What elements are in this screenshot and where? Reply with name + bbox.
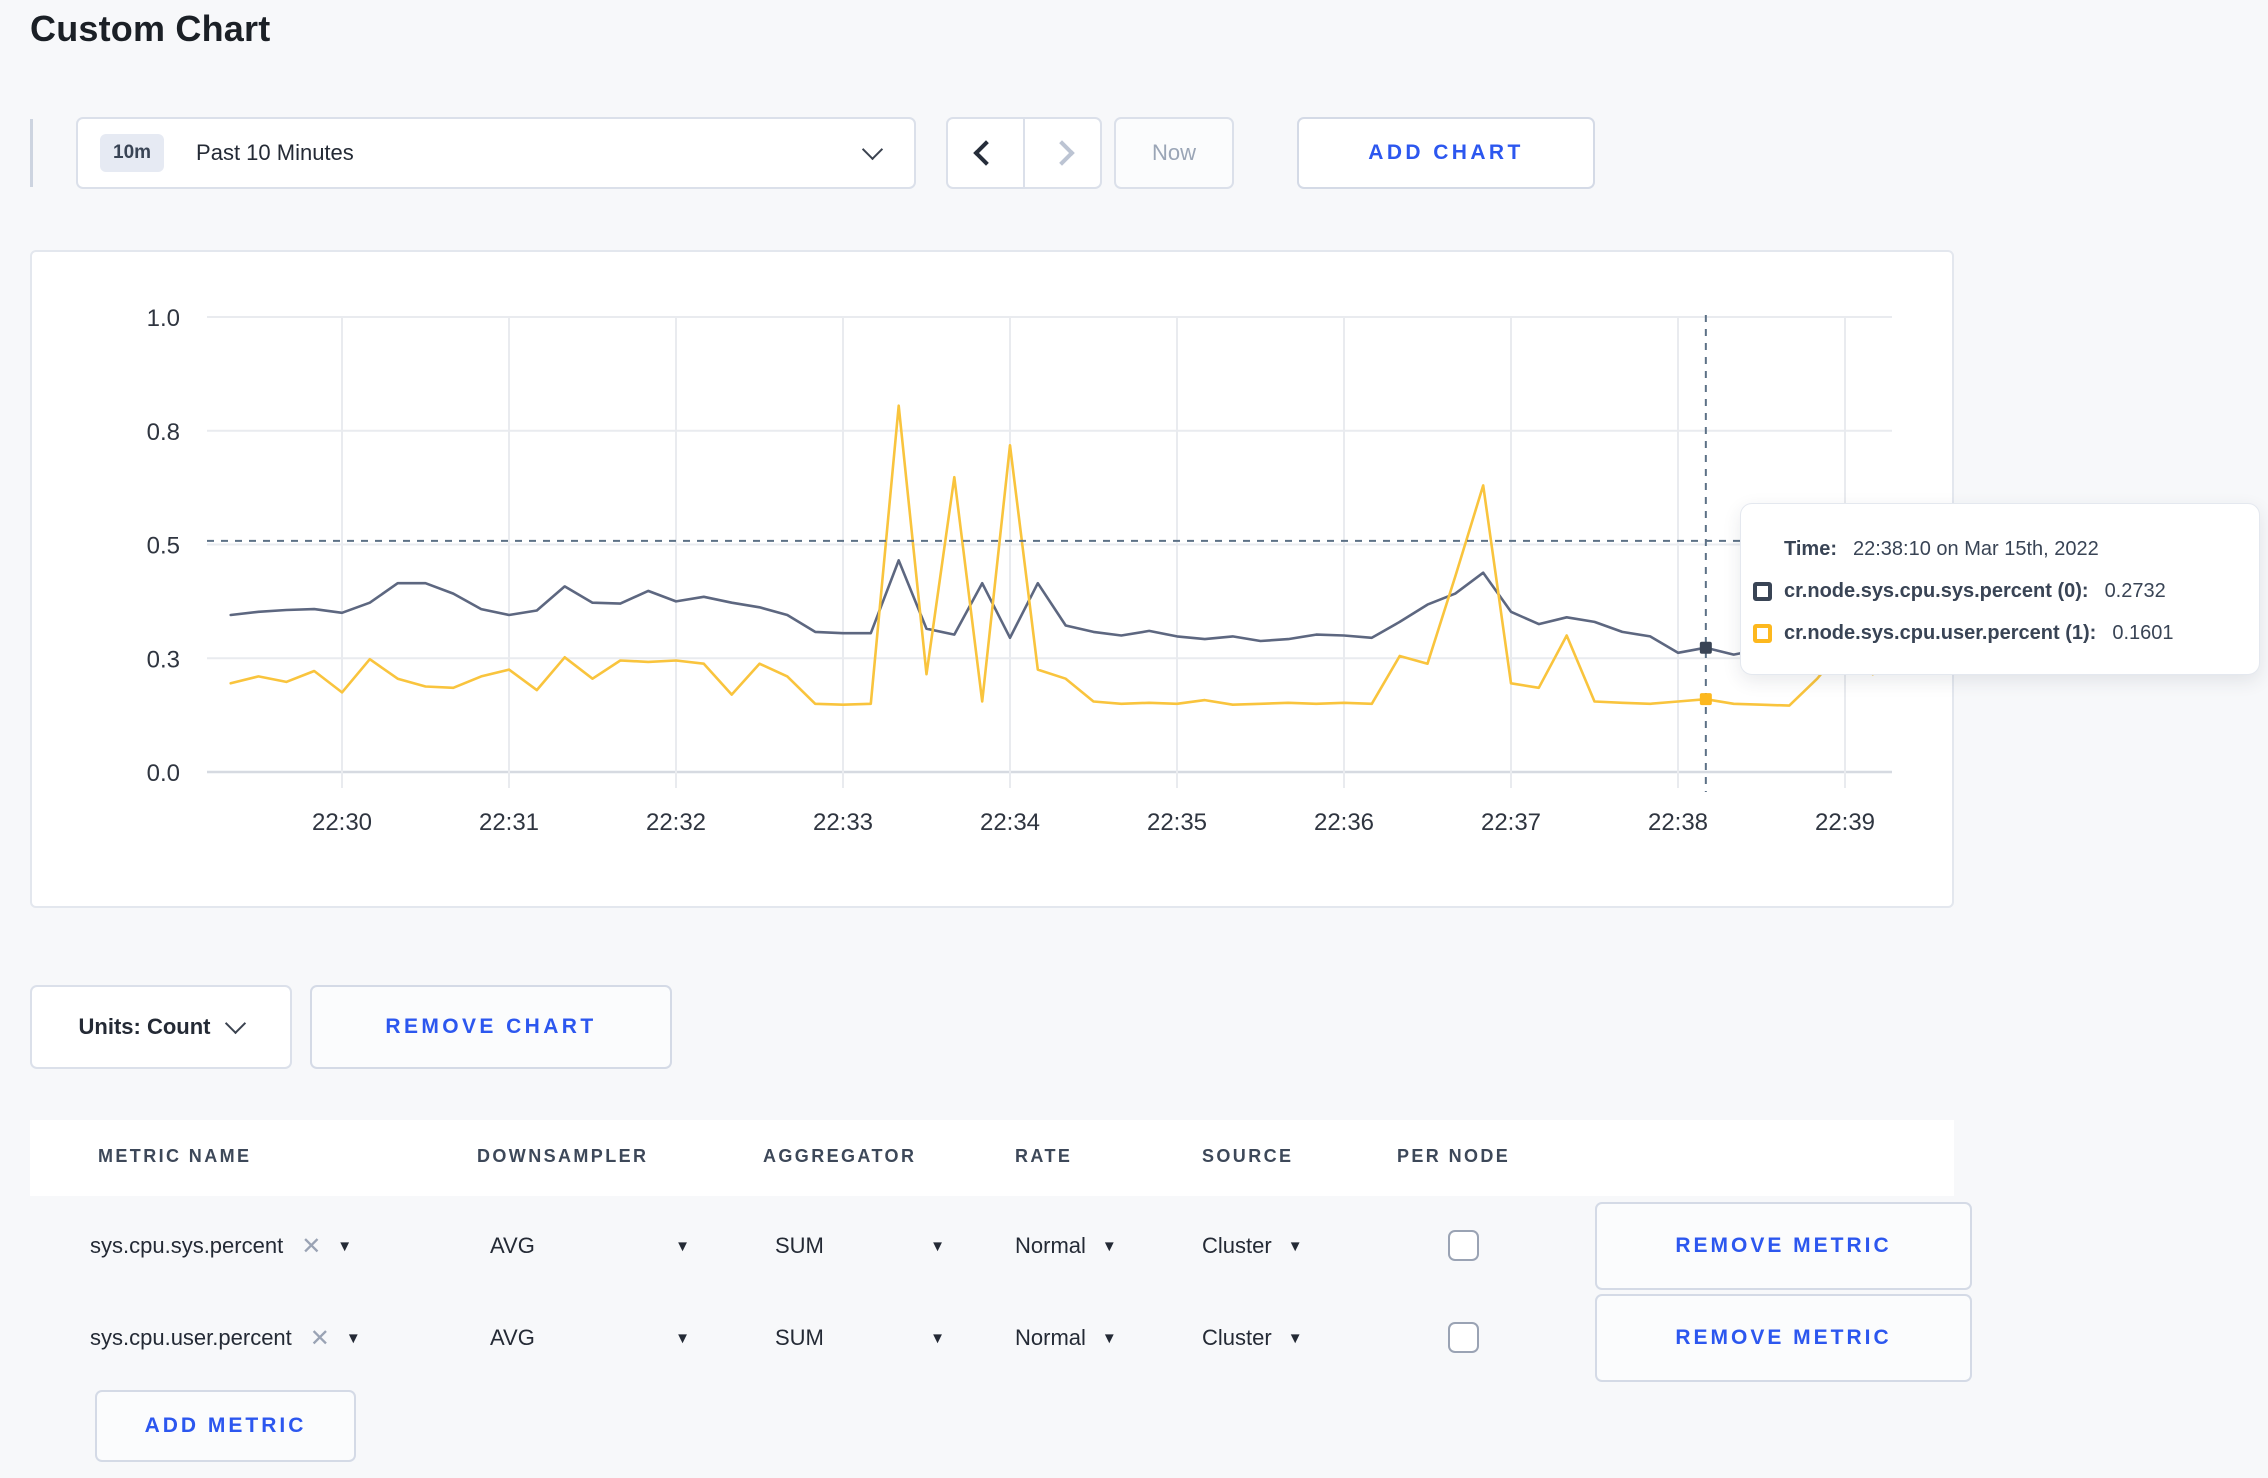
svg-text:22:33: 22:33 <box>813 809 873 836</box>
units-select[interactable]: Units: Count <box>30 985 292 1069</box>
tooltip-series-row: cr.node.sys.cpu.user.percent (1): 0.1601 <box>1753 612 2235 654</box>
rate-select[interactable]: Normal ▼ <box>1015 1200 1117 1292</box>
time-range-badge: 10m <box>100 134 165 172</box>
header-aggregator: AGGREGATOR <box>763 1146 917 1166</box>
add-chart-button[interactable]: ADD CHART <box>1297 117 1595 189</box>
svg-text:22:38: 22:38 <box>1648 809 1708 836</box>
svg-text:22:30: 22:30 <box>312 809 372 836</box>
caret-down-icon: ▼ <box>930 1237 945 1255</box>
header-downsampler: DOWNSAMPLER <box>477 1146 649 1166</box>
rate-value: Normal <box>1015 1325 1086 1350</box>
caret-down-icon: ▼ <box>675 1329 690 1347</box>
rate-value: Normal <box>1015 1233 1086 1258</box>
series-1-swatch-icon <box>1753 623 1772 643</box>
aggregator-value: SUM <box>775 1325 824 1350</box>
tooltip-time-row: Time: 22:38:10 on Mar 15th, 2022 <box>1784 528 2235 570</box>
per-node-checkbox[interactable] <box>1448 1230 1479 1261</box>
rate-select[interactable]: Normal ▼ <box>1015 1292 1117 1384</box>
aggregator-select[interactable]: SUM ▼ <box>775 1200 945 1292</box>
svg-text:22:34: 22:34 <box>980 809 1040 836</box>
next-time-button[interactable] <box>1025 119 1100 187</box>
pager-separator <box>1023 119 1025 187</box>
chevron-down-icon <box>225 1012 247 1035</box>
tooltip-series-1-name: cr.node.sys.cpu.user.percent (1): <box>1784 621 2097 644</box>
aggregator-select[interactable]: SUM ▼ <box>775 1292 945 1384</box>
chart-card: 0.0 0.3 0.5 0.8 1.0 22:30 22:31 22:32 22:33 22:34… <box>30 250 1954 908</box>
source-select[interactable]: Cluster ▼ <box>1202 1292 1303 1384</box>
downsampler-select[interactable]: AVG ▼ <box>490 1292 690 1384</box>
svg-text:22:39: 22:39 <box>1815 809 1875 836</box>
svg-text:22:32: 22:32 <box>646 809 706 836</box>
caret-down-icon: ▼ <box>1287 1329 1303 1347</box>
source-value: Cluster <box>1202 1325 1272 1350</box>
header-per-node: PER NODE <box>1397 1146 1511 1166</box>
tooltip-series-0-name: cr.node.sys.cpu.sys.percent (0): <box>1784 579 2089 602</box>
downsampler-value: AVG <box>490 1233 535 1258</box>
metric-name-value: sys.cpu.sys.percent <box>90 1233 284 1258</box>
tooltip-series-row: cr.node.sys.cpu.sys.percent (0): 0.2732 <box>1753 570 2235 612</box>
downsampler-value: AVG <box>490 1325 535 1350</box>
chart-hover-tooltip: Time: 22:38:10 on Mar 15th, 2022 cr.node… <box>1740 503 2260 675</box>
svg-text:0.5: 0.5 <box>147 533 180 560</box>
page-title: Custom Chart <box>30 8 271 49</box>
chevron-right-icon <box>1049 140 1076 166</box>
toolbar-divider <box>30 119 33 187</box>
downsampler-select[interactable]: AVG ▼ <box>490 1200 690 1292</box>
metrics-table-header: METRIC NAME DOWNSAMPLER AGGREGATOR RATE … <box>30 1120 1954 1196</box>
svg-text:0.3: 0.3 <box>147 646 180 673</box>
caret-down-icon: ▼ <box>1101 1329 1117 1347</box>
caret-down-icon: ▼ <box>675 1237 690 1255</box>
prev-time-button[interactable] <box>948 119 1023 187</box>
series-0-swatch-icon <box>1753 581 1772 601</box>
caret-down-icon: ▼ <box>345 1329 361 1347</box>
units-label: Units: Count <box>78 1014 211 1039</box>
tooltip-series-0-value: 0.2732 <box>2104 579 2166 602</box>
per-node-checkbox[interactable] <box>1448 1322 1479 1353</box>
clear-metric-icon[interactable]: ✕ <box>301 1232 322 1260</box>
aggregator-value: SUM <box>775 1233 824 1258</box>
svg-text:1.0: 1.0 <box>147 305 180 332</box>
tooltip-time-value: 22:38:10 on Mar 15th, 2022 <box>1852 537 2099 560</box>
metric-name-value: sys.cpu.user.percent <box>90 1325 292 1350</box>
tooltip-time-label: Time: <box>1784 537 1837 560</box>
metric-row: sys.cpu.user.percent ✕ ▼ AVG ▼ SUM ▼ Nor… <box>30 1292 1972 1384</box>
caret-down-icon: ▼ <box>1287 1237 1303 1255</box>
svg-text:22:37: 22:37 <box>1481 809 1541 836</box>
caret-down-icon: ▼ <box>1101 1237 1117 1255</box>
now-button[interactable]: Now <box>1114 117 1234 189</box>
svg-text:0.8: 0.8 <box>147 419 180 446</box>
svg-text:22:36: 22:36 <box>1314 809 1374 836</box>
metric-name-select[interactable]: sys.cpu.sys.percent ✕ ▼ <box>90 1200 352 1292</box>
caret-down-icon: ▼ <box>337 1237 353 1255</box>
source-select[interactable]: Cluster ▼ <box>1202 1200 1303 1292</box>
remove-metric-button[interactable]: REMOVE METRIC <box>1595 1294 1972 1382</box>
header-source: SOURCE <box>1202 1146 1294 1166</box>
remove-metric-button[interactable]: REMOVE METRIC <box>1595 1202 1972 1290</box>
source-value: Cluster <box>1202 1233 1272 1258</box>
svg-text:22:31: 22:31 <box>479 809 539 836</box>
caret-down-icon: ▼ <box>930 1329 945 1347</box>
metric-name-select[interactable]: sys.cpu.user.percent ✕ ▼ <box>90 1292 361 1384</box>
svg-text:0.0: 0.0 <box>147 760 180 787</box>
remove-chart-button[interactable]: REMOVE CHART <box>310 985 672 1069</box>
svg-text:22:35: 22:35 <box>1147 809 1207 836</box>
time-range-select[interactable]: 10m Past 10 Minutes <box>76 117 916 189</box>
header-metric-name: METRIC NAME <box>98 1146 252 1166</box>
header-rate: RATE <box>1015 1146 1073 1166</box>
tooltip-series-1-value: 0.1601 <box>2112 621 2174 644</box>
chevron-left-icon <box>972 140 999 166</box>
time-pager <box>946 117 1102 189</box>
clear-metric-icon[interactable]: ✕ <box>309 1324 330 1352</box>
metric-row: sys.cpu.sys.percent ✕ ▼ AVG ▼ SUM ▼ Norm… <box>30 1200 1972 1292</box>
chevron-down-icon <box>861 138 884 161</box>
add-metric-button[interactable]: ADD METRIC <box>95 1390 356 1462</box>
time-range-label: Past 10 Minutes <box>196 140 354 165</box>
metrics-line-chart[interactable]: 0.0 0.3 0.5 0.8 1.0 22:30 22:31 22:32 22:33 22:34… <box>32 252 1952 906</box>
